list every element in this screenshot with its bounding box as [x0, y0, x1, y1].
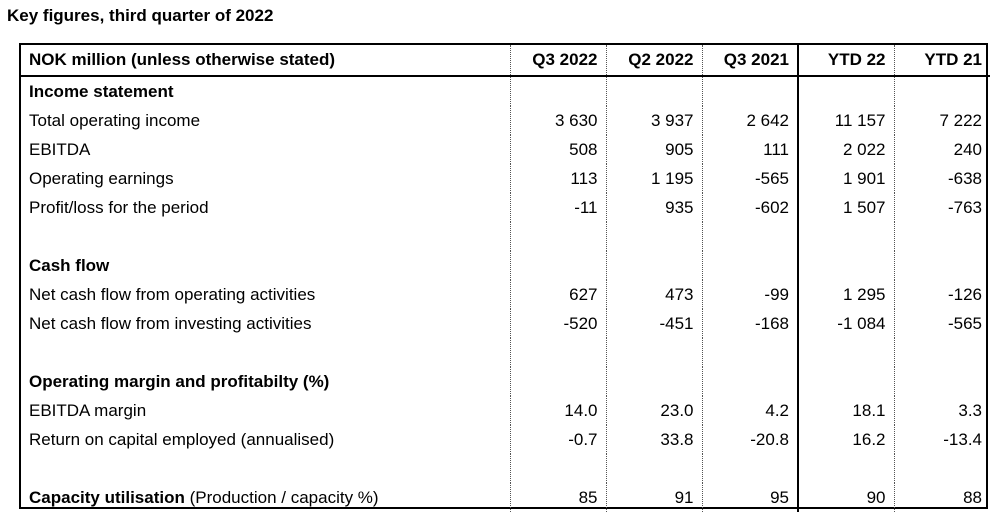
row-label: EBITDA margin	[29, 401, 147, 420]
cell-value: 4.2	[701, 396, 798, 425]
column-header-q3-2022: Q3 2022	[509, 45, 606, 77]
cell-value: -451	[605, 309, 702, 338]
section-heading-income: Income statement	[29, 82, 174, 101]
section-heading-row: Cash flow	[21, 251, 990, 280]
cell-value: 1 295	[797, 280, 894, 309]
key-figures-table: NOK million (unless otherwise stated) Q3…	[19, 43, 990, 512]
cell-value: -11	[509, 193, 606, 222]
cell-value: 1 195	[605, 164, 702, 193]
column-header-q3-2021: Q3 2021	[701, 45, 798, 77]
cell-value: 14.0	[509, 396, 606, 425]
cell-value: 3 937	[605, 106, 702, 135]
key-figures-grid: NOK million (unless otherwise stated) Q3…	[21, 45, 990, 512]
table-row: EBITDA 508 905 111 2 022 240	[21, 135, 990, 164]
cell-value: -126	[893, 280, 990, 309]
cell-value: 85	[509, 483, 606, 512]
cell-value: 508	[509, 135, 606, 164]
cell-value: 2 642	[701, 106, 798, 135]
section-heading-row: Income statement	[21, 76, 990, 106]
cell-value: -1 084	[797, 309, 894, 338]
cell-value: -520	[509, 309, 606, 338]
cell-value: 23.0	[605, 396, 702, 425]
table-row: EBITDA margin 14.0 23.0 4.2 18.1 3.3	[21, 396, 990, 425]
cell-value: 7 222	[893, 106, 990, 135]
cell-value: 935	[605, 193, 702, 222]
cell-value: 91	[605, 483, 702, 512]
capacity-label-bold: Capacity utilisation	[29, 488, 185, 507]
cell-value: -0.7	[509, 425, 606, 454]
row-label: EBITDA	[29, 140, 91, 159]
row-label: Net cash flow from operating activities	[29, 285, 316, 304]
table-row: Total operating income 3 630 3 937 2 642…	[21, 106, 990, 135]
row-label: Return on capital employed (annualised)	[29, 430, 335, 449]
capacity-label-suffix: (Production / capacity %)	[184, 488, 379, 507]
row-label-capacity: Capacity utilisation (Production / capac…	[21, 483, 510, 512]
cell-value: -638	[893, 164, 990, 193]
cell-value: 473	[605, 280, 702, 309]
cell-value: 18.1	[797, 396, 894, 425]
cell-value: 1 507	[797, 193, 894, 222]
cell-value: 2 022	[797, 135, 894, 164]
spacer-row	[21, 454, 990, 483]
cell-value: 33.8	[605, 425, 702, 454]
cell-value: 3 630	[509, 106, 606, 135]
cell-value: -602	[701, 193, 798, 222]
cell-value: -20.8	[701, 425, 798, 454]
row-label: Net cash flow from investing activities	[29, 314, 312, 333]
cell-value: -565	[893, 309, 990, 338]
cell-value: -99	[701, 280, 798, 309]
cell-value: -13.4	[893, 425, 990, 454]
cell-value: 16.2	[797, 425, 894, 454]
cell-value: 627	[509, 280, 606, 309]
section-heading-row: Operating margin and profitabilty (%)	[21, 367, 990, 396]
spacer-row	[21, 222, 990, 251]
cell-value: -763	[893, 193, 990, 222]
column-header-q2-2022: Q2 2022	[605, 45, 702, 77]
cell-value: 11 157	[797, 106, 894, 135]
cell-value: 240	[893, 135, 990, 164]
table-row: Return on capital employed (annualised) …	[21, 425, 990, 454]
page-title: Key figures, third quarter of 2022	[7, 6, 274, 25]
cell-value: 113	[509, 164, 606, 193]
table-row: Profit/loss for the period -11 935 -602 …	[21, 193, 990, 222]
row-label: Operating earnings	[29, 169, 174, 188]
table-row: Operating earnings 113 1 195 -565 1 901 …	[21, 164, 990, 193]
table-row: Net cash flow from operating activities …	[21, 280, 990, 309]
cell-value: 1 901	[797, 164, 894, 193]
section-heading-cashflow: Cash flow	[29, 256, 110, 275]
cell-value: 905	[605, 135, 702, 164]
cell-value: 90	[797, 483, 894, 512]
cell-value: -565	[701, 164, 798, 193]
table-header-row: NOK million (unless otherwise stated) Q3…	[21, 45, 990, 77]
cell-value: 111	[701, 135, 798, 164]
table-row: Net cash flow from investing activities …	[21, 309, 990, 338]
column-header-ytd-21: YTD 21	[893, 45, 990, 77]
row-label: Total operating income	[29, 111, 201, 130]
section-heading-margin: Operating margin and profitabilty (%)	[29, 372, 330, 391]
spacer-row	[21, 338, 990, 367]
cell-value: 95	[701, 483, 798, 512]
cell-value: 3.3	[893, 396, 990, 425]
row-label: Profit/loss for the period	[29, 198, 209, 217]
cell-value: 88	[893, 483, 990, 512]
table-row: Capacity utilisation (Production / capac…	[21, 483, 990, 512]
header-label: NOK million (unless otherwise stated)	[21, 45, 510, 77]
column-header-ytd-22: YTD 22	[797, 45, 894, 77]
cell-value: -168	[701, 309, 798, 338]
